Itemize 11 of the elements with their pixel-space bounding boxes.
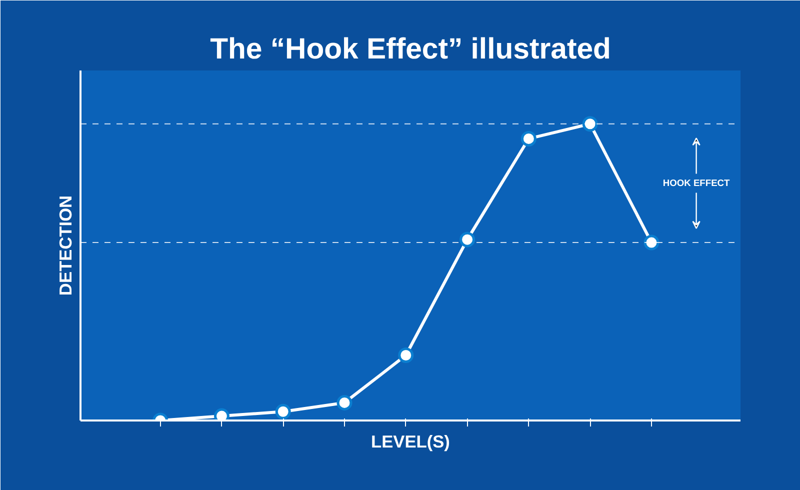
annotation: HOOK EFFECT bbox=[662, 178, 730, 188]
x-axis-title: LEVEL(S) bbox=[371, 432, 450, 452]
point bbox=[582, 116, 598, 132]
point bbox=[644, 234, 660, 250]
point bbox=[275, 404, 291, 420]
point bbox=[520, 130, 536, 146]
y-axis-title: DETECTION bbox=[56, 195, 76, 296]
chart-title: The “Hook Effect” illustrated bbox=[210, 32, 611, 66]
point bbox=[336, 394, 352, 410]
point bbox=[398, 348, 414, 363]
point bbox=[460, 232, 476, 248]
